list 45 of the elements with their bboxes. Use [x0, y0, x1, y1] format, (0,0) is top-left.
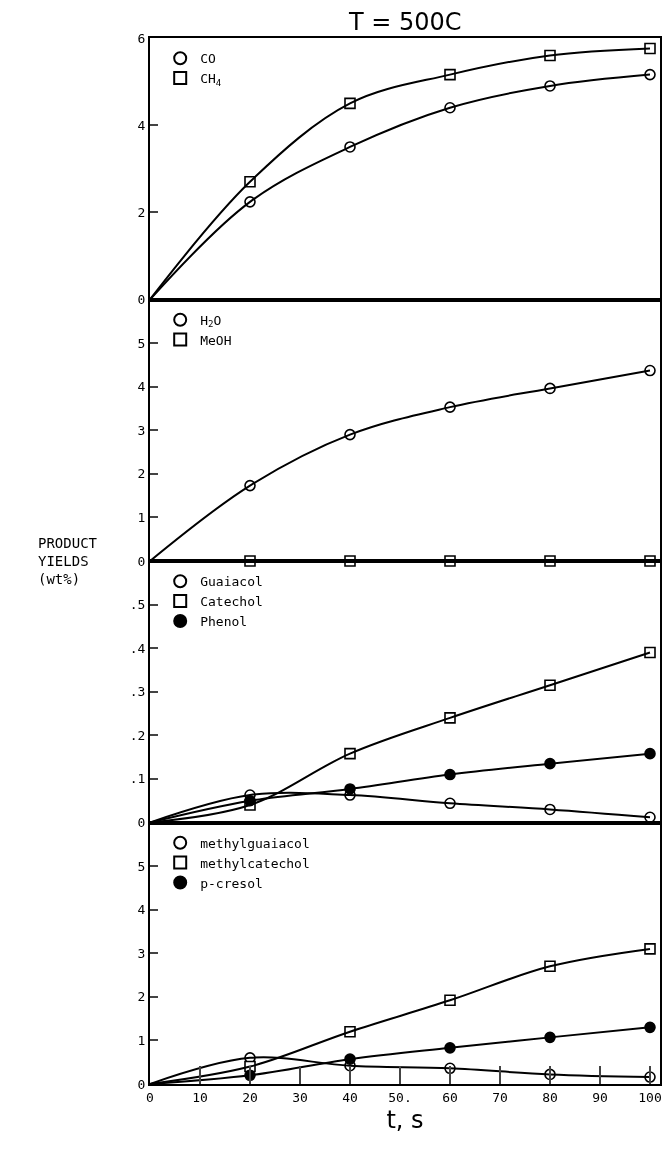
legend-label: Catechol [200, 594, 263, 610]
legend-label: CO [200, 51, 217, 67]
y-tick-label: 0 [137, 553, 146, 569]
y-tick-label: 4 [137, 902, 146, 918]
x-axis-title: t, s [386, 1106, 424, 1135]
y-tick-label: 2 [137, 466, 146, 482]
y-tick-label: 1 [137, 1032, 146, 1048]
y-tick-label: .2 [129, 727, 146, 743]
legend-label: p-cresol [200, 875, 263, 891]
x-tick-label: 100 [638, 1089, 662, 1105]
legend-label: methylguaiacol [200, 835, 310, 851]
x-tick-label: 80 [542, 1089, 558, 1105]
x-tick-label: 10 [192, 1089, 208, 1105]
x-tick-label: 90 [592, 1089, 608, 1105]
x-tick-label: 40 [342, 1089, 358, 1105]
y-tick-label: 0 [137, 815, 146, 831]
x-tick-label: 60 [442, 1089, 458, 1105]
legend-label: H$_{2}$O [200, 312, 222, 330]
x-tick-label: 70 [492, 1089, 508, 1105]
x-tick-label: 50. [388, 1089, 412, 1105]
y-axis-title: PRODUCT YIELDS (wt%) [38, 535, 98, 588]
y-tick-label: 5 [137, 858, 146, 874]
y-tick-label: 2 [137, 989, 146, 1005]
y-tick-label: .5 [129, 597, 146, 613]
x-tick-label: 20 [242, 1089, 258, 1105]
legend-label: MeOH [200, 332, 232, 348]
y-tick-label: 1 [137, 509, 146, 525]
y-tick-label: 4 [137, 379, 146, 395]
legend-label: methylcatechol [200, 855, 310, 871]
y-tick-label: 0 [137, 292, 146, 308]
legend-label: CH$_{4}$ [200, 71, 222, 88]
legend-label: Phenol [200, 614, 248, 630]
y-tick-label: .4 [129, 640, 146, 656]
y-tick-label: 4 [137, 117, 146, 133]
y-tick-label: 3 [137, 422, 146, 438]
legend-label: Guaiacol [200, 574, 263, 590]
y-tick-label: 6 [137, 30, 146, 46]
chart-title: T = 500C [348, 8, 462, 36]
y-tick-label: 2 [137, 204, 146, 220]
y-tick-label: 0 [137, 1076, 146, 1092]
y-tick-label: .1 [129, 771, 146, 787]
y-tick-label: .3 [129, 684, 146, 700]
x-tick-label: 30 [292, 1089, 308, 1105]
y-tick-label: 5 [137, 335, 146, 351]
y-tick-label: 3 [137, 945, 146, 961]
